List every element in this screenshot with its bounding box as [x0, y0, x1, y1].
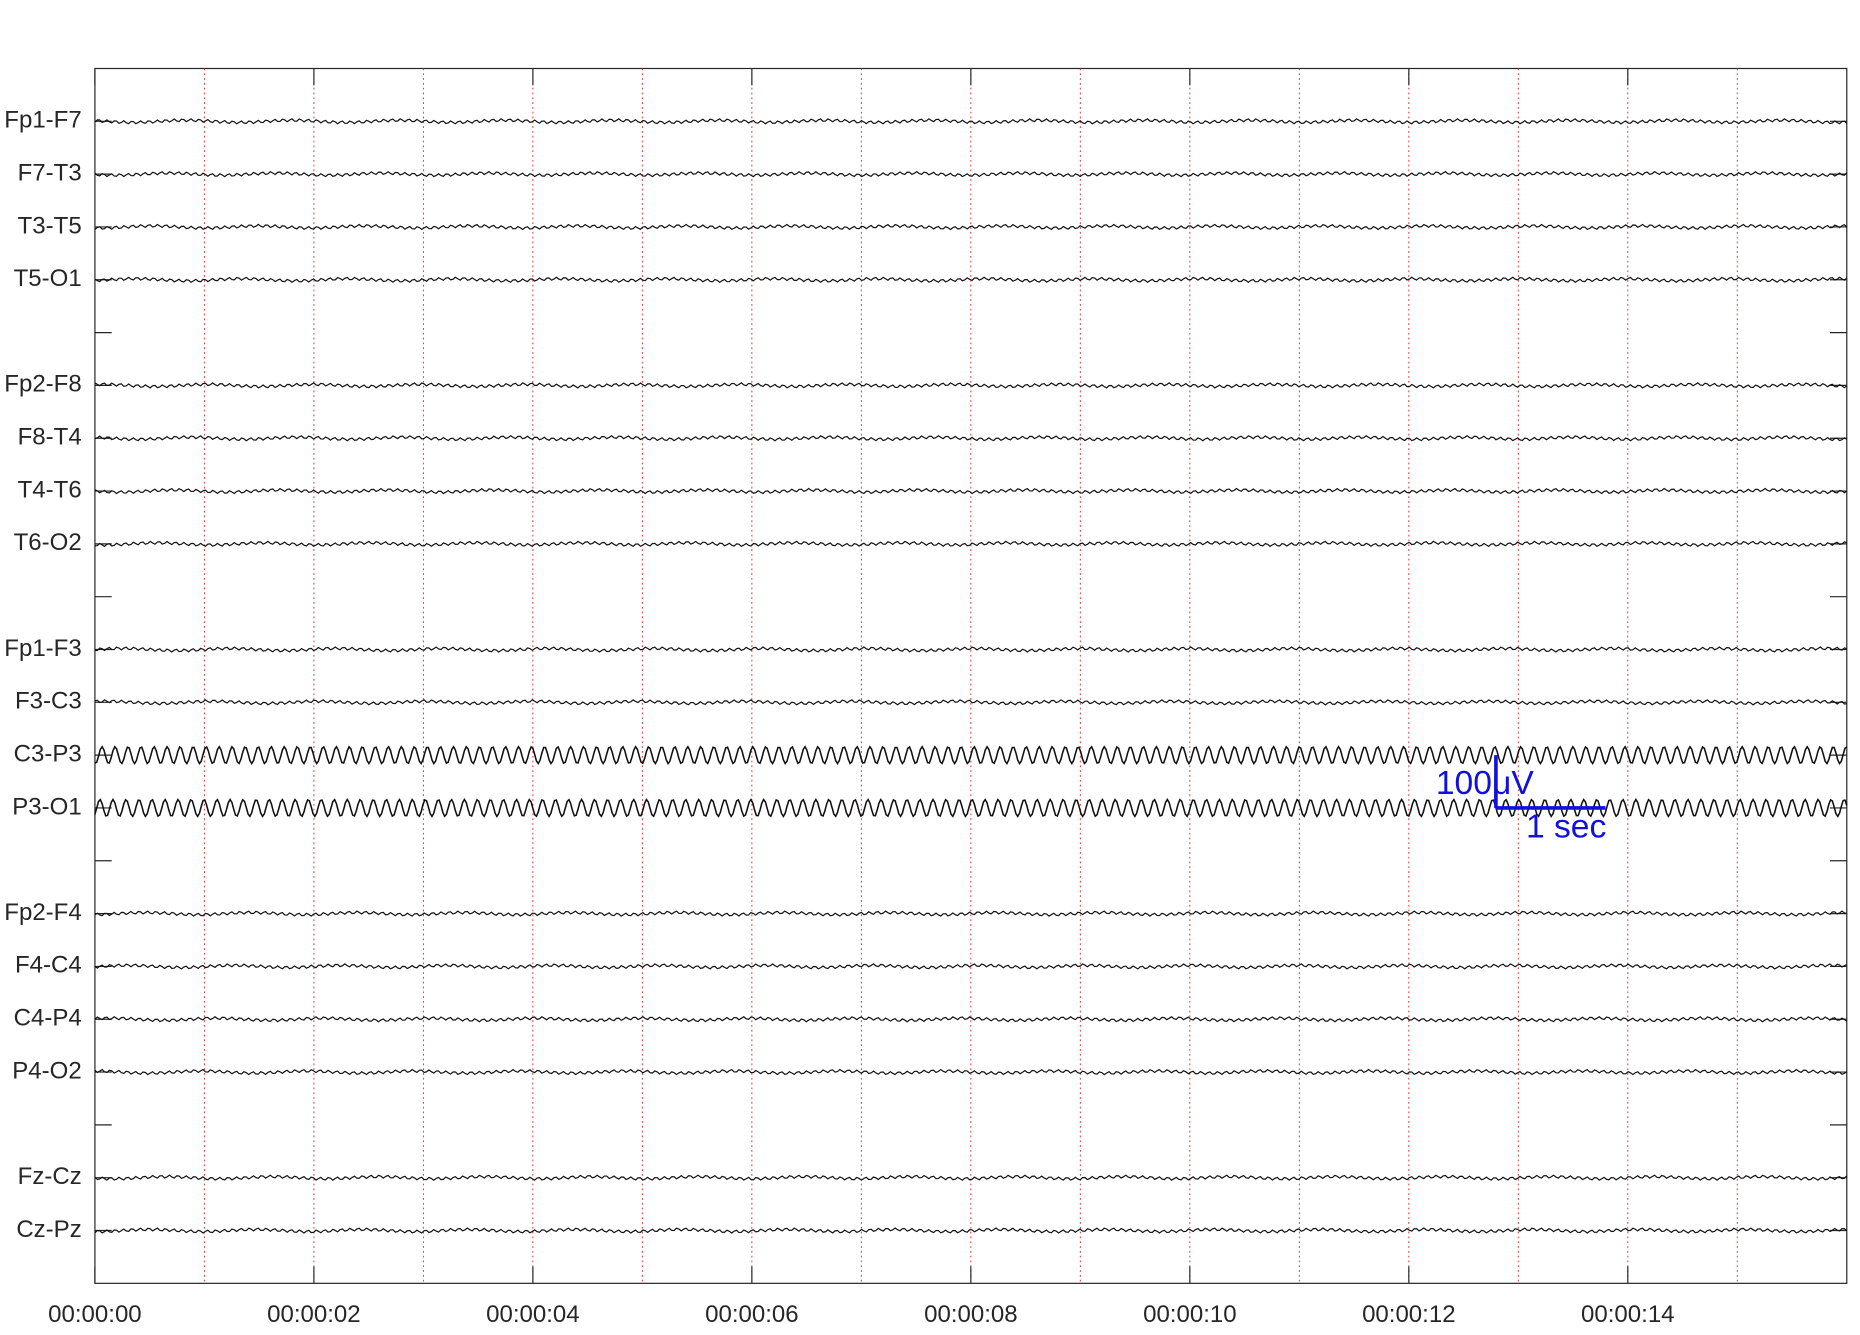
y-tick-label: F8-T4 — [18, 424, 82, 451]
x-tick-label: 00:00:04 — [486, 1301, 579, 1328]
scale-bar-time-label: 1 sec — [1526, 808, 1606, 845]
y-tick-label: F7-T3 — [18, 159, 82, 186]
eeg-trace — [94, 699, 1847, 706]
eeg-trace — [94, 382, 1848, 389]
eeg-trace — [94, 276, 1848, 284]
eeg-trace — [94, 434, 1848, 442]
eeg-trace — [94, 1068, 1848, 1076]
scale-bar-amplitude-label: 100μV — [1436, 765, 1534, 802]
eeg-trace — [94, 1015, 1848, 1023]
y-tick-label: Fp1-F7 — [4, 107, 81, 134]
eeg-trace — [94, 170, 1848, 178]
x-tick-label: 00:00:08 — [924, 1301, 1017, 1328]
y-tick-label: F4-C4 — [15, 952, 82, 979]
y-tick-label: Fp1-F3 — [4, 635, 81, 662]
y-tick-label: Fp2-F8 — [4, 371, 81, 398]
eeg-trace — [94, 540, 1848, 548]
y-tick-label: P4-O2 — [12, 1057, 81, 1084]
x-tick-label: 00:00:06 — [705, 1301, 798, 1328]
x-tick-label: 00:00:14 — [1581, 1301, 1674, 1328]
y-tick-label: T3-T5 — [18, 212, 82, 239]
eeg-trace — [94, 963, 1848, 970]
y-tick-label: P3-O1 — [12, 793, 81, 820]
y-tick-label: C4-P4 — [14, 1005, 82, 1032]
x-tick-label: 00:00:02 — [267, 1301, 360, 1328]
eeg-trace — [94, 910, 1848, 917]
eeg-trace — [94, 646, 1847, 653]
x-tick-label: 00:00:10 — [1143, 1301, 1236, 1328]
y-tick-label: C3-P3 — [14, 740, 82, 767]
x-tick-label: 00:00:12 — [1362, 1301, 1455, 1328]
eeg-trace — [94, 487, 1848, 495]
y-tick-label: T5-O1 — [14, 265, 82, 292]
y-tick-label: Cz-Pz — [16, 1216, 81, 1243]
eeg-trace — [94, 1174, 1848, 1181]
eeg-trace — [94, 223, 1848, 231]
y-tick-label: T6-O2 — [14, 529, 82, 556]
eeg-trace — [94, 118, 1848, 125]
x-axis-label: Time — [945, 1334, 997, 1335]
y-tick-label: Fz-Cz — [18, 1163, 82, 1190]
y-tick-label: T4-T6 — [18, 476, 82, 503]
x-tick-label: 00:00:00 — [48, 1301, 141, 1328]
y-tick-label: Fp2-F4 — [4, 899, 81, 926]
y-tick-label: F3-C3 — [15, 688, 82, 715]
eeg-trace — [94, 745, 1848, 766]
eeg-trace — [94, 1227, 1848, 1234]
